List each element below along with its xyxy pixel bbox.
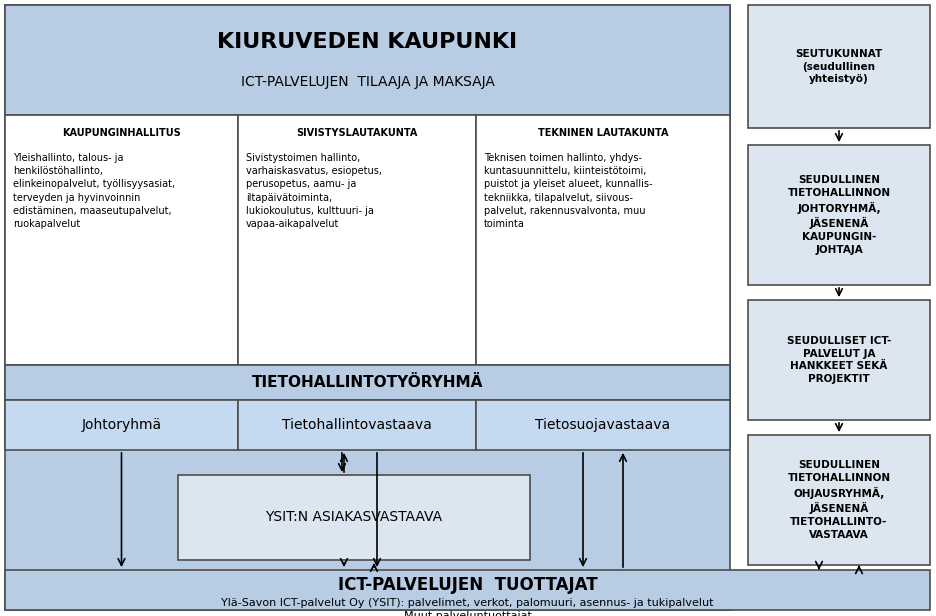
Bar (5, 400, 238, 450)
Text: SEUTUKUNNAT
(seudullinen
yhteistyö): SEUTUKUNNAT (seudullinen yhteistyö) (795, 49, 882, 84)
Bar (747, 145, 929, 285)
Text: SEUDULLINEN
TIETOHALLINNON
JOHTORYHMÄ,
JÄSENENÄ
KAUPUNGIN-
JOHTAJA: SEUDULLINEN TIETOHALLINNON JOHTORYHMÄ, J… (786, 175, 889, 255)
Bar (747, 5, 929, 128)
Text: TIETOHALLINTOTYÖRYHMÄ: TIETOHALLINTOTYÖRYHMÄ (252, 375, 483, 390)
Text: Sivistystoimen hallinto,
varhaiskasvatus, esiopetus,
perusopetus, aamu- ja
iltap: Sivistystoimen hallinto, varhaiskasvatus… (246, 153, 382, 229)
Bar (475, 115, 729, 365)
Text: ICT-PALVELUJEN  TILAAJA JA MAKSAJA: ICT-PALVELUJEN TILAAJA JA MAKSAJA (241, 75, 494, 89)
Text: Johtoryhmä: Johtoryhmä (81, 418, 161, 432)
Text: SEUDULLISET ICT-
PALVELUT JA
HANKKEET SEKÄ
PROJEKTIT: SEUDULLISET ICT- PALVELUT JA HANKKEET SE… (786, 336, 890, 384)
Text: KIURUVEDEN KAUPUNKI: KIURUVEDEN KAUPUNKI (217, 32, 517, 52)
Bar (5, 570, 929, 610)
Text: Teknisen toimen hallinto, yhdys-
kuntasuunnittelu, kiinteistötoimi,
puistot ja y: Teknisen toimen hallinto, yhdys- kuntasu… (484, 153, 651, 229)
Text: SEUDULLINEN
TIETOHALLINNON
OHJAUSRYHMÄ,
JÄSENENÄ
TIETOHALLINTO-
VASTAAVA: SEUDULLINEN TIETOHALLINNON OHJAUSRYHMÄ, … (786, 460, 889, 540)
Bar (747, 300, 929, 420)
Bar (238, 115, 475, 365)
Text: Tietosuojavastaava: Tietosuojavastaava (534, 418, 670, 432)
Bar (747, 435, 929, 565)
Text: KAUPUNGINHALLITUS: KAUPUNGINHALLITUS (62, 128, 181, 138)
Bar (5, 5, 729, 610)
Bar (178, 475, 530, 560)
Text: ICT-PALVELUJEN  TUOTTAJAT: ICT-PALVELUJEN TUOTTAJAT (337, 576, 596, 594)
Bar (238, 400, 475, 450)
Text: YSIT:N ASIAKASVASTAAVA: YSIT:N ASIAKASVASTAAVA (265, 511, 442, 524)
Bar (475, 400, 729, 450)
Text: SIVISTYSLAUTAKUNTA: SIVISTYSLAUTAKUNTA (296, 128, 417, 138)
Bar (5, 5, 729, 115)
Text: TEKNINEN LAUTAKUNTA: TEKNINEN LAUTAKUNTA (537, 128, 667, 138)
Text: Tietohallintovastaava: Tietohallintovastaava (282, 418, 431, 432)
Bar (5, 365, 729, 400)
Text: Yleishallinto, talous- ja
henkilöstöhallinto,
elinkeinopalvelut, työllisyysasiat: Yleishallinto, talous- ja henkilöstöhall… (13, 153, 175, 229)
Bar (5, 115, 238, 365)
Text: Ylä-Savon ICT-palvelut Oy (YSIT): palvelimet, verkot, palomuuri, asennus- ja tuk: Ylä-Savon ICT-palvelut Oy (YSIT): palvel… (221, 598, 713, 616)
